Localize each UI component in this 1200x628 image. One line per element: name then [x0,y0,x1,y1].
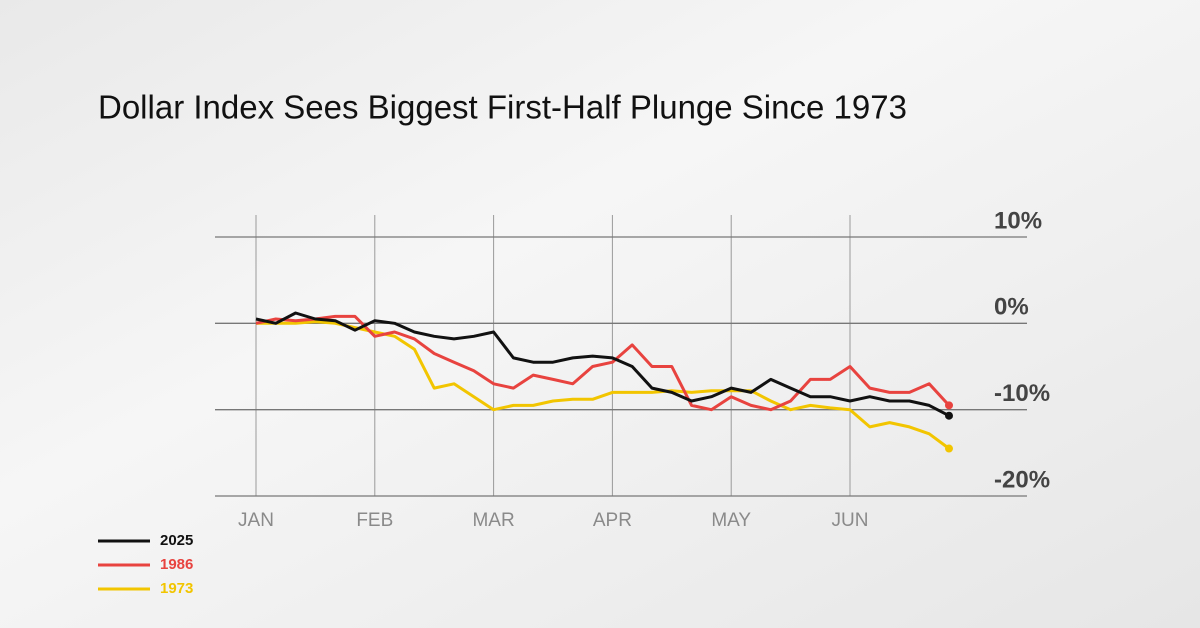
series-line [255,314,951,412]
y-tick-label: 10% [994,207,1042,234]
x-tick-label: FEB [356,510,393,531]
y-tick-label: -10% [994,380,1050,407]
legend-label: 2025 [160,532,193,549]
end-point [945,411,953,420]
x-tick-label: JUN [832,510,869,531]
y-tick-label: -20% [994,466,1050,493]
end-point [945,401,953,410]
y-tick-label: 0% [994,294,1029,321]
chart-title: Dollar Index Sees Biggest First-Half Plu… [98,89,907,126]
legend-label: 1986 [160,556,193,573]
x-tick-label: JAN [238,510,274,531]
end-point [945,444,953,453]
x-tick-label: MAR [472,510,514,531]
x-tick-label: MAY [711,510,751,531]
x-tick-label: APR [593,510,632,531]
legend-label: 1973 [160,580,193,597]
series-line [255,311,950,418]
